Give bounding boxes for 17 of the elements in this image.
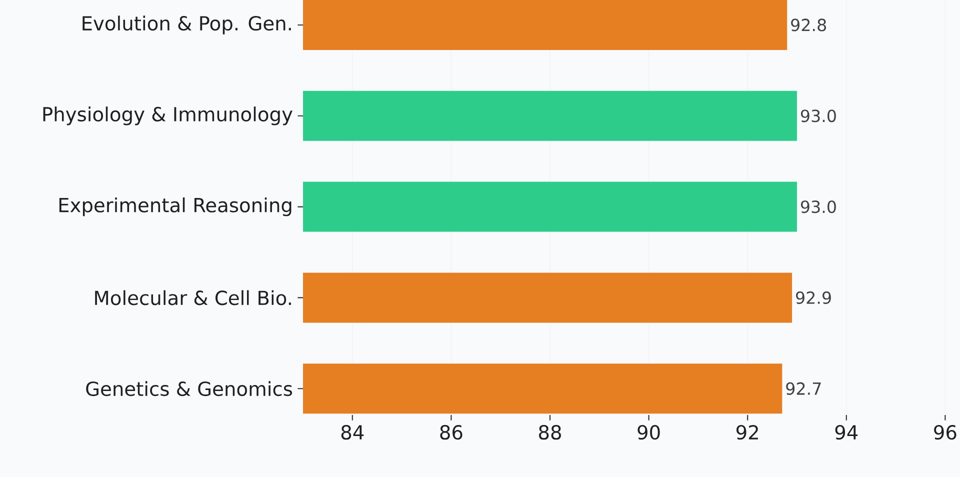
data-label: 93.0: [800, 200, 836, 214]
data-label: 92.7: [786, 382, 821, 395]
data-label: 93.0: [800, 110, 836, 122]
y-tick-label: Molecular & Cell Bio.: [95, 290, 291, 306]
x-tick-label: 84: [341, 425, 364, 440]
y-tick-label: Physiology & Immunology: [43, 106, 292, 126]
y-tick-label: Genetics & Genomics: [86, 381, 292, 396]
x-tick-label: 90: [638, 425, 660, 440]
y-tick-label: Evolution & Pop. Gen.: [82, 16, 291, 34]
data-label: 92.8: [791, 18, 826, 32]
x-tick-label: 96: [934, 425, 956, 440]
x-tick-label: 88: [539, 425, 561, 440]
data-label: 92.9: [796, 291, 831, 304]
y-tick-label: Experimental Reasoning: [59, 197, 292, 216]
x-tick-label: 92: [736, 425, 758, 440]
x-tick-label: 94: [835, 425, 858, 440]
x-tick-label: 86: [440, 425, 462, 440]
